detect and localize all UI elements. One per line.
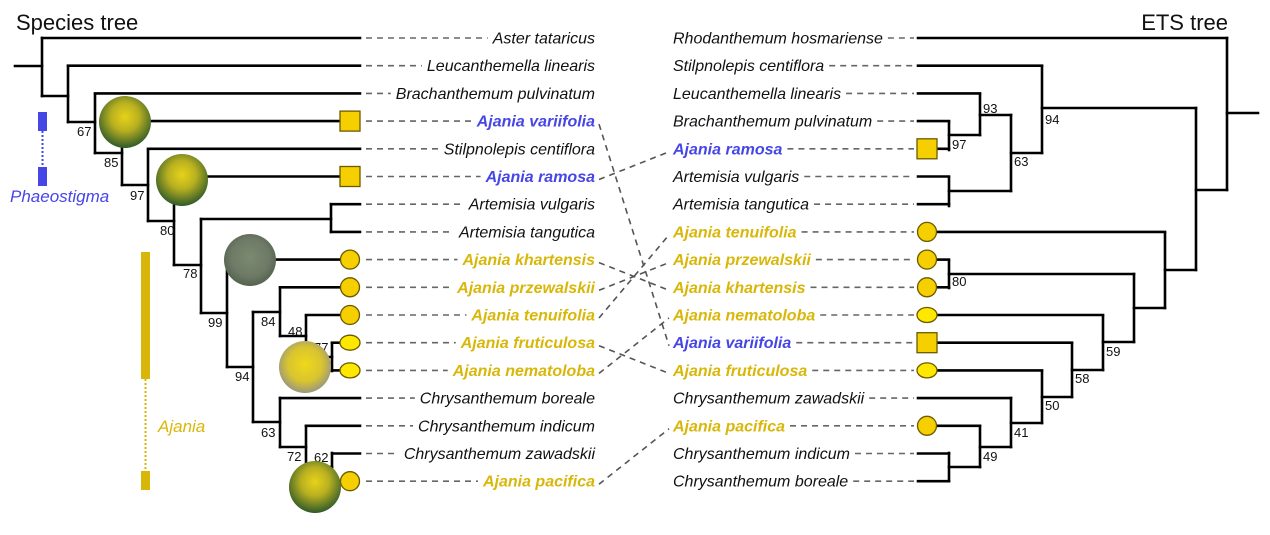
ets-tree-taxon-label: Leucanthemella linearis: [673, 86, 841, 103]
support-value: 72: [287, 449, 301, 464]
tanglegram-links: [598, 123, 670, 485]
support-value: 94: [1045, 112, 1059, 127]
clade-legend: Phaeostigma Ajania: [10, 112, 205, 490]
ets-tree: 93 97 94 63 80 59 58 50 41 49 Rhodanthemum hosmari…: [672, 31, 1260, 491]
circle-marker-icon: [339, 249, 361, 270]
ets-tree-taxon-label: Ajania fruticulosa: [672, 363, 807, 380]
ajania-bar-top: [141, 252, 150, 379]
circle-marker-icon: [339, 304, 361, 326]
ets-tree-taxon-label: Ajania przewalskii: [672, 252, 811, 269]
circle-marker-icon: [916, 221, 938, 243]
circle-marker-icon: [916, 249, 938, 270]
ets-tree-taxon-label: Ajania khartensis: [672, 280, 806, 297]
species-tree-taxon-label: Brachanthemum pulvinatum: [396, 86, 595, 103]
taxon-link-line: [598, 123, 670, 346]
support-value: 85: [104, 155, 118, 170]
species-tree-taxon-label: Ajania ramosa: [485, 169, 595, 186]
support-value: 41: [1014, 425, 1028, 440]
species-tree-taxon-label: Aster tataricus: [492, 31, 595, 48]
support-value: 49: [983, 449, 997, 464]
species-tree-taxon-label: Ajania khartensis: [462, 252, 596, 269]
species-tree-taxon-label: Leucanthemella linearis: [427, 58, 595, 75]
taxon-link-line: [598, 261, 670, 292]
ets-tree-taxon-label: Ajania variifolia: [672, 335, 791, 352]
species-tree-taxon-label: Chrysanthemum boreale: [420, 391, 595, 408]
flower-photo: [279, 341, 331, 393]
species-tree-taxon-label: Artemisia tangutica: [458, 224, 595, 241]
support-value: 97: [952, 137, 966, 152]
flower-photo: [289, 461, 341, 513]
species-tree: 67859780789994844877637262Aster tataricu…: [13, 31, 596, 492]
support-value: 63: [1014, 154, 1028, 169]
support-value: 99: [208, 315, 222, 330]
species-tree-taxon-label: Artemisia vulgaris: [468, 197, 595, 214]
flower-photo: [156, 154, 208, 206]
species-tree-taxon-label: Ajania variifolia: [476, 114, 595, 131]
support-value: 78: [183, 266, 197, 281]
square-marker-icon: [916, 138, 938, 160]
ets-tree-taxon-label: Artemisia tangutica: [672, 197, 809, 214]
support-value: 80: [160, 223, 174, 238]
support-value: 48: [288, 324, 302, 339]
support-value: 84: [261, 314, 275, 329]
square-marker-icon: [916, 332, 938, 354]
ellipse-marker-icon: [339, 334, 361, 351]
species-tree-taxon-label: Chrysanthemum zawadskii: [404, 446, 596, 463]
ets-tree-taxon-label: Brachanthemum pulvinatum: [673, 114, 872, 131]
support-value: 97: [130, 188, 144, 203]
ets-tree-taxon-label: Rhodanthemum hosmariense: [673, 31, 883, 48]
ets-tree-title: ETS tree: [1141, 10, 1228, 35]
phaeostigma-label: Phaeostigma: [10, 187, 109, 206]
support-value: 93: [983, 101, 997, 116]
ets-tree-taxon-label: Ajania nematoloba: [672, 308, 815, 325]
taxon-link-line: [598, 428, 670, 485]
square-marker-icon: [339, 165, 361, 188]
ets-tree-taxon-label: Chrysanthemum boreale: [673, 474, 848, 491]
ellipse-marker-icon: [339, 362, 361, 379]
support-value: 80: [952, 274, 966, 289]
taxon-link-line: [598, 317, 670, 375]
support-value: 50: [1045, 398, 1059, 413]
taxon-link-line: [598, 151, 670, 181]
ets-tree-taxon-label: Ajania pacifica: [672, 418, 785, 435]
support-value: 59: [1106, 344, 1120, 359]
circle-marker-icon: [916, 415, 938, 436]
ets-tree-taxon-label: Stilpnolepis centiflora: [673, 58, 824, 75]
support-value: 67: [77, 124, 91, 139]
species-tree-taxon-label: Ajania pacifica: [482, 474, 595, 491]
species-tree-taxon-label: Stilpnolepis centiflora: [444, 141, 595, 158]
ellipse-marker-icon: [916, 362, 938, 379]
flower-photos: [99, 96, 341, 513]
ets-tree-taxon-label: Chrysanthemum zawadskii: [673, 391, 865, 408]
flower-photo: [224, 234, 276, 286]
ets-tree-taxon-label: Ajania ramosa: [672, 141, 782, 158]
square-marker-icon: [339, 110, 361, 132]
ajania-bar-bottom: [141, 471, 150, 490]
phaeostigma-bar-top: [38, 112, 47, 131]
phaeostigma-bar-bottom: [38, 167, 47, 186]
circle-marker-icon: [339, 471, 361, 492]
ets-tree-taxon-label: Artemisia vulgaris: [672, 169, 799, 186]
species-tree-taxon-label: Ajania tenuifolia: [470, 308, 595, 325]
support-value: 58: [1075, 371, 1089, 386]
ajania-label: Ajania: [157, 417, 205, 436]
species-tree-taxon-label: Ajania przewalskii: [456, 280, 595, 297]
species-tree-title: Species tree: [16, 10, 138, 35]
species-tree-taxon-label: Ajania nematoloba: [452, 363, 595, 380]
species-tree-taxon-label: Chrysanthemum indicum: [418, 418, 595, 435]
ets-tree-taxon-label: Ajania tenuifolia: [672, 224, 797, 241]
support-value: 63: [261, 425, 275, 440]
flower-photo: [99, 96, 151, 148]
ellipse-marker-icon: [916, 306, 938, 324]
ets-tree-taxon-label: Chrysanthemum indicum: [673, 446, 850, 463]
taxon-link-line: [598, 234, 670, 319]
taxon-link-line: [598, 344, 670, 375]
support-value: 94: [235, 369, 249, 384]
circle-marker-icon: [916, 277, 938, 298]
species-tree-taxon-label: Ajania fruticulosa: [460, 335, 595, 352]
circle-marker-icon: [339, 277, 361, 298]
